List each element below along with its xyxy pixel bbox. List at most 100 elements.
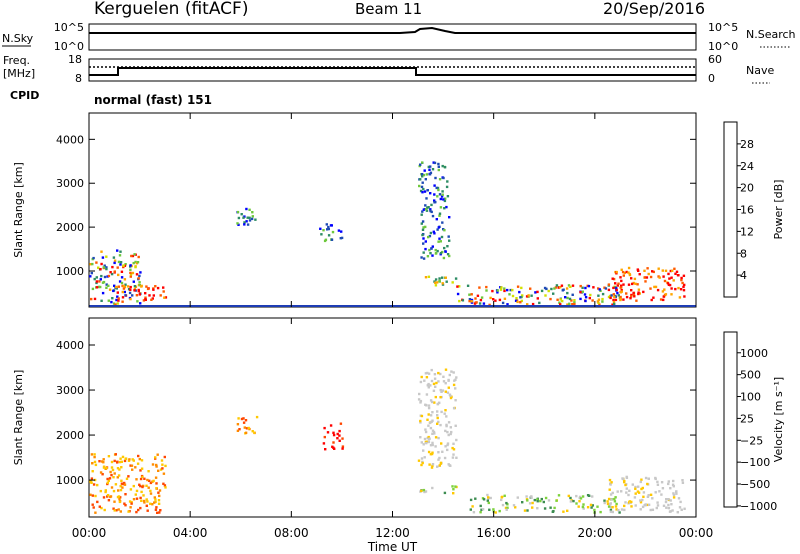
power-echo-cell [117,297,120,300]
freq-tick-bottom: 8 [75,72,82,85]
velocity-echo-cell [444,429,447,433]
power-echo-cell [117,260,121,264]
power-echo-cell [566,296,569,300]
velocity-echo-cell [681,479,684,482]
velocity-echo-cell [547,499,551,502]
power-echo-cell [526,303,529,306]
velocity-echo-cell [498,509,501,513]
velocity-echo-cell [437,458,440,461]
power-echo-cell [121,300,124,303]
power-echo-cell [476,294,480,297]
power-echo-cell [609,296,612,300]
power-echo-cell [116,266,119,269]
power-colorbar-tick-label: 28 [740,138,754,151]
velocity-echo-cell [671,483,675,486]
power-echo-cell [615,287,618,290]
velocity-echo-cell [634,485,637,489]
velocity-echo-cell [158,511,161,514]
power-echo-cell [99,278,102,281]
power-echo-cell [434,278,438,281]
power-echo-cell [603,286,606,289]
power-echo-cell [431,245,434,248]
power-echo-cell [442,256,446,260]
power-echo-cell [434,284,438,287]
velocity-colorbar-tick-label: −100 [740,456,770,469]
power-echo-cell [137,290,140,293]
power-echo-cell [670,293,673,296]
velocity-echo-cell [102,461,105,464]
power-echo-cell [99,285,102,289]
velocity-echo-cell [544,496,548,500]
power-echo-cell [446,245,449,248]
power-echo-cell [456,285,459,288]
velocity-echo-cell [649,508,652,512]
velocity-echo-cell [614,505,618,508]
power-echo-cell [617,294,620,297]
x-tick-label: 00:00 [679,526,714,540]
velocity-echo-cell [424,430,428,434]
velocity-echo-cell [680,508,683,511]
velocity-echo-cell [542,500,545,504]
power-echo-cell [566,303,569,306]
velocity-echo-cell [588,494,591,497]
power-echo-cell [570,299,573,302]
velocity-echo-cell [152,479,155,483]
power-echo-cell [107,274,111,278]
velocity-echo-cell [623,479,626,483]
velocity-echo-cell [631,483,634,486]
power-echo-cell [668,277,671,280]
velocity-echo-cells [89,368,686,514]
power-echo-cell [662,298,665,302]
power-echo-cell [132,261,135,265]
power-echo-cell [516,300,519,304]
power-echo-cell [440,235,444,239]
freq-panel-frame [88,58,697,82]
velocity-echo-cell [641,486,644,490]
velocity-echo-cell [151,463,155,466]
velocity-echo-cell [420,441,423,444]
velocity-echo-cell [633,496,637,499]
velocity-echo-cell [430,400,434,404]
velocity-echo-cell [425,393,429,396]
velocity-echo-cell [98,460,101,463]
power-echo-cell [100,262,103,266]
velocity-echo-cell [455,376,458,379]
power-echo-cell [432,161,435,164]
velocity-echo-cell [121,486,124,489]
velocity-echo-cell [117,489,120,492]
velocity-echo-cell [530,495,533,498]
power-echo-cell [677,286,680,290]
power-echo-cell [645,276,649,279]
power-colorbar-tick-label: 4 [740,269,747,282]
velocity-echo-cell [123,483,127,486]
velocity-echo-cell [625,487,628,490]
power-echo-cell [511,294,515,298]
power-echo-cell [433,280,436,283]
velocity-echo-cell [615,508,618,511]
velocity-echo-cell [433,377,437,380]
velocity-echo-cell [536,500,539,503]
power-echo-cell [610,294,613,297]
velocity-echo-cell [644,503,647,507]
velocity-echo-cell [642,491,646,494]
velocity-echo-cell [646,503,649,507]
velocity-echo-cell [105,466,108,470]
velocity-echo-cell [427,435,430,439]
velocity-echo-cell [611,510,614,514]
velocity-echo-cell [452,407,456,410]
velocity-echo-cell [451,446,454,450]
power-echo-cell [597,298,601,301]
nsearch-right-tick-top: 10^5 [708,21,738,34]
velocity-echo-cell [96,500,99,504]
velocity-echo-cell [113,459,116,463]
power-echo-cell [508,293,511,296]
power-echo-cell [99,268,102,271]
power-echo-cell [683,283,686,287]
power-echo-cell [435,186,438,190]
velocity-colorbar-tick-label: −500 [740,478,770,491]
velocity-echo-cell [434,436,438,439]
power-echo-cell [506,303,509,306]
velocity-echo-cell [445,423,448,427]
velocity-y-tick-label: 4000 [56,339,84,352]
power-echo-cell [612,298,615,302]
